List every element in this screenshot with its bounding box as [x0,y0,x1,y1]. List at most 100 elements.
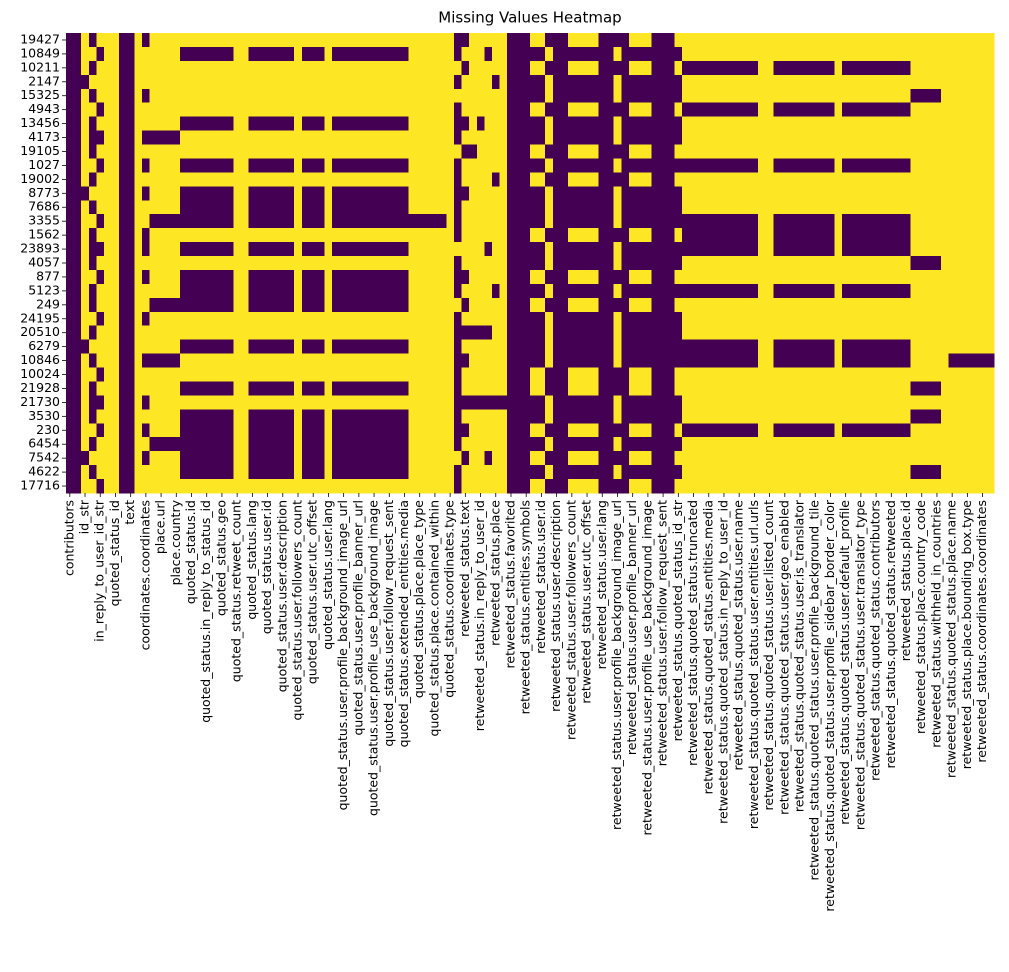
cell [819,200,828,215]
cell [765,33,775,48]
cell [514,437,523,452]
cell [552,228,562,243]
cell [895,60,904,76]
cell [339,130,349,146]
cell [933,297,942,313]
cell [491,144,501,160]
cell [598,395,607,410]
cell [682,325,691,341]
cell [742,479,752,494]
cell [157,102,166,118]
cell [278,102,288,118]
cell [248,381,257,397]
cell [788,339,797,355]
cell [841,144,851,160]
cell [887,465,896,480]
cell [735,381,744,397]
cell [872,33,881,48]
cell [195,381,204,397]
cell [621,381,630,397]
cell [210,60,219,76]
cell [948,46,957,62]
cell [393,451,402,466]
cell [834,451,843,466]
cell [104,423,113,438]
cell [423,33,432,48]
cell [278,451,288,466]
cell [917,297,927,313]
cell [484,172,493,187]
cell [606,437,615,452]
cell [704,269,714,285]
cell [286,102,295,118]
cell [507,395,516,410]
cell [651,437,660,452]
cell [233,311,242,327]
cell [233,256,242,271]
cell [126,214,136,229]
cell [750,423,759,438]
cell [887,423,896,438]
cell [735,479,744,494]
cell [895,256,904,271]
cell [704,465,714,480]
cell [628,479,638,494]
cell [256,339,265,355]
cell [590,33,600,48]
cell [986,269,995,285]
cell [963,437,972,452]
x-tick-label: quoted_status.user.follow_request_sent [381,500,396,747]
cell [111,116,120,132]
cell [66,367,75,383]
cell [256,200,265,215]
cell [575,479,584,494]
cell [339,214,349,229]
cell [590,46,600,62]
cell [628,256,638,271]
cell [324,60,333,76]
cell [560,381,569,397]
cell [644,395,653,410]
cell [773,283,782,299]
cell [948,102,957,118]
cell [195,214,204,229]
cell [781,130,790,146]
cell [286,367,295,383]
cell [955,269,965,285]
cell [545,60,554,76]
cell [96,200,105,215]
cell [164,88,174,104]
cell [773,311,782,327]
cell [879,102,889,118]
cell [317,116,326,132]
cell [81,283,90,299]
cell [560,339,569,355]
cell [621,395,630,410]
cell [522,269,531,285]
cell [271,269,280,285]
cell [438,381,447,397]
cell [347,297,356,313]
cell [849,158,858,173]
cell [461,423,470,438]
cell [491,297,501,313]
cell [917,339,927,355]
cell [803,437,813,452]
cell [849,423,858,438]
cell [742,158,752,173]
cell [857,269,866,285]
cell [682,172,691,187]
cell [606,74,615,90]
cell [628,465,638,480]
cell [339,200,349,215]
cell [461,102,470,118]
cell [583,46,592,62]
cell [613,158,622,173]
cell [727,144,736,160]
cell [712,367,721,383]
cell [689,158,698,173]
cell [628,116,638,132]
cell [697,242,706,257]
cell [560,158,569,173]
cell [879,367,889,383]
